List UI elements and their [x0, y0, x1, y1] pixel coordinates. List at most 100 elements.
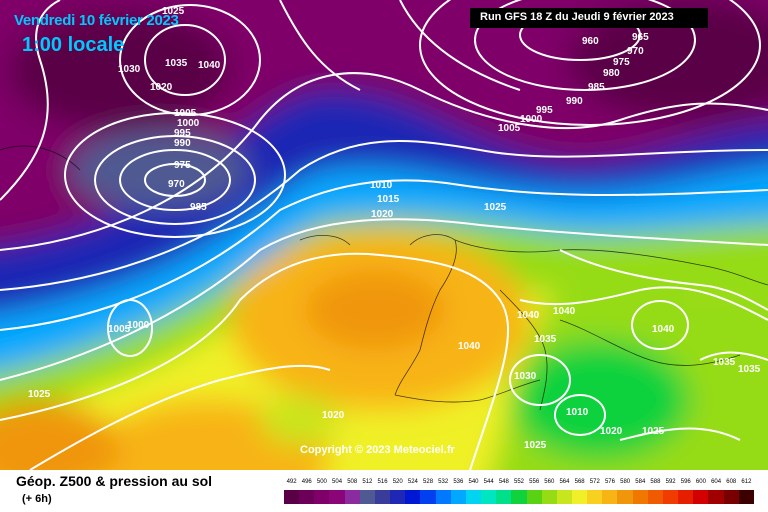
scale-swatch-568: [571, 490, 588, 504]
isobar-label: 1000: [177, 118, 200, 129]
scale-swatch-576: [602, 490, 618, 504]
isobar-label: 1005: [108, 324, 131, 335]
isobar-label: 970: [168, 179, 185, 190]
scale-swatch-588: [647, 490, 663, 504]
isobar-label: 1040: [458, 341, 481, 352]
isobar-label: 985: [190, 202, 207, 213]
isobar-label: 1035: [738, 364, 761, 375]
scale-swatch-596: [678, 490, 694, 504]
isobar-label: 995: [174, 128, 191, 139]
isobar-label: 1025: [162, 6, 185, 17]
isobar-label: 975: [174, 160, 191, 171]
isobar-label: 1020: [600, 426, 623, 437]
scale-label-512: 512: [362, 479, 373, 485]
isobar-label: 965: [632, 32, 649, 43]
isobar-label: 1010: [566, 407, 589, 418]
scale-label-580: 580: [620, 479, 631, 485]
isobar-label: 980: [603, 68, 620, 79]
scale-label-608: 608: [726, 479, 737, 485]
coastlines: [0, 145, 768, 411]
isobar-label: 1040: [517, 310, 540, 321]
isobar-label: 995: [536, 105, 553, 116]
isobar-label: 1035: [165, 58, 188, 69]
weather-map: 1025 1035 1040 1030 1020 1005 1000 995 9…: [0, 0, 768, 470]
scale-swatch-608: [723, 490, 739, 504]
scale-swatch-604: [708, 490, 724, 504]
scale-label-564: 564: [559, 479, 570, 485]
scale-swatch-536: [450, 490, 466, 504]
scale-swatch-564: [556, 490, 572, 504]
scale-label-584: 584: [635, 479, 646, 485]
isobar-label: 1005: [174, 108, 197, 119]
scale-swatch-592: [662, 490, 679, 504]
scale-label-556: 556: [529, 479, 540, 485]
scale-label-532: 532: [438, 479, 449, 485]
isobar-label: 1020: [371, 209, 394, 220]
scale-label-520: 520: [392, 479, 403, 485]
scale-label-548: 548: [498, 479, 509, 485]
scale-swatch-612: [738, 490, 754, 504]
isobar-label: 960: [582, 36, 599, 47]
isobar-label: 1000: [127, 320, 150, 331]
scale-swatch-580: [617, 490, 633, 504]
run-info: Run GFS 18 Z du Jeudi 9 février 2023: [480, 11, 674, 23]
scale-label-600: 600: [695, 479, 706, 485]
isobar-label: 1040: [553, 306, 576, 317]
legend-panel: Géop. Z500 & pression au sol (+ 6h) 492 4…: [0, 470, 768, 512]
scale-label-508: 508: [347, 479, 358, 485]
isobar-label: 1035: [534, 334, 557, 345]
scale-label-496: 496: [301, 479, 312, 485]
isobar-label: 1005: [498, 123, 521, 134]
isobar-label: 1020: [150, 82, 173, 93]
scale-swatch-524: [405, 490, 421, 504]
scale-label-500: 500: [316, 479, 327, 485]
isobar-label: 1035: [713, 357, 736, 368]
isobar-label: 1025: [28, 389, 51, 400]
isobar-label: 990: [174, 138, 191, 149]
scale-swatch-496: [299, 490, 315, 504]
isobar-label: 1025: [484, 202, 507, 213]
scale-swatch-584: [632, 490, 648, 504]
scale-swatch-532: [435, 490, 451, 504]
isobar-label: 1030: [514, 371, 537, 382]
scale-label-536: 536: [453, 479, 464, 485]
scale-swatch-560: [541, 490, 557, 504]
color-scale-bar: [284, 490, 754, 504]
scale-label-596: 596: [680, 479, 691, 485]
isobar-label: 970: [627, 46, 644, 57]
isobar-label: 990: [566, 96, 583, 107]
isobar-label: 1025: [642, 426, 665, 437]
scale-swatch-540: [465, 490, 482, 504]
scale-label-576: 576: [604, 479, 615, 485]
scale-label-560: 560: [544, 479, 555, 485]
isobar-label: 1020: [322, 410, 345, 421]
scale-label-544: 544: [483, 479, 494, 485]
scale-label-568: 568: [574, 479, 585, 485]
scale-label-524: 524: [407, 479, 418, 485]
isobar-label: 1030: [118, 64, 141, 75]
legend-title: Géop. Z500 & pression au sol: [16, 473, 213, 489]
scale-label-552: 552: [513, 479, 525, 485]
scale-swatch-492: [284, 490, 300, 504]
scale-label-504: 504: [332, 479, 343, 485]
scale-label-528: 528: [423, 479, 434, 485]
scale-label-612: 612: [741, 479, 752, 485]
scale-swatch-544: [481, 490, 497, 504]
scale-label-540: 540: [468, 479, 479, 485]
isobar-label: 1025: [524, 440, 547, 451]
scale-swatch-572: [587, 490, 603, 504]
forecast-date: Vendredi 10 février 2023: [14, 12, 179, 29]
scale-swatch-552: [511, 490, 527, 504]
scale-swatch-516: [374, 490, 391, 504]
scale-label-592: 592: [665, 479, 676, 485]
forecast-time: 1:00 locale: [22, 34, 125, 56]
scale-swatch-500: [314, 490, 330, 504]
scale-label-492: 492: [286, 479, 297, 485]
scale-swatch-556: [526, 490, 542, 504]
legend-subtitle: (+ 6h): [22, 493, 52, 505]
geopotential-field: [0, 0, 768, 470]
isobar-labels: 1025 1035 1040 1030 1020 1005 1000 995 9…: [28, 6, 761, 451]
scale-swatch-508: [344, 490, 360, 504]
isobar-label: 1040: [198, 60, 221, 71]
